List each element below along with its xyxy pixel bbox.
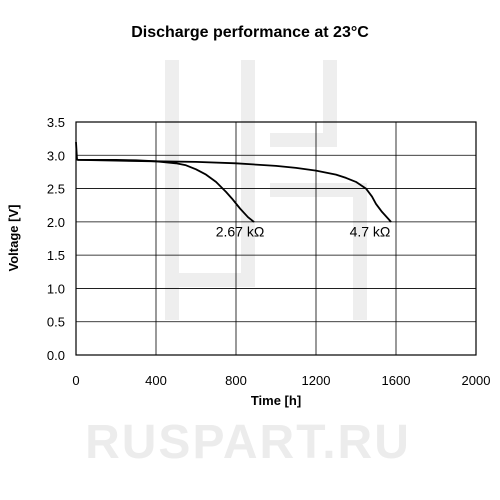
tick-labels: 0 400 800 1200 1600 2000 0.0 0.5 1.0 1.5 2.0 2.5 3.0… xyxy=(47,115,491,388)
y-tick-label: 2.5 xyxy=(47,182,65,197)
x-tick-label: 1600 xyxy=(382,373,411,388)
y-tick-label: 2.0 xyxy=(47,215,65,230)
y-tick-label: 0.0 xyxy=(47,348,65,363)
x-tick-label: 0 xyxy=(72,373,79,388)
y-tick-label: 0.5 xyxy=(47,315,65,330)
plot-frame xyxy=(75,121,477,356)
y-tick-label: 3.5 xyxy=(47,115,65,130)
x-axis-label: Time [h] xyxy=(251,393,301,408)
series-label: 4.7 kΩ xyxy=(350,224,391,240)
series-line xyxy=(75,158,392,223)
series-label: 2.67 kΩ xyxy=(216,224,265,240)
x-tick-label: 1200 xyxy=(302,373,331,388)
watermark: RUSPART.RU xyxy=(85,60,411,469)
series-labels: 2.67 kΩ 4.7 kΩ xyxy=(216,224,391,240)
grid xyxy=(75,121,477,356)
x-tick-label: 2000 xyxy=(462,373,491,388)
x-tick-label: 400 xyxy=(145,373,167,388)
y-tick-label: 1.5 xyxy=(47,248,65,263)
y-axis-label: Voltage [V] xyxy=(6,205,21,272)
chart-title: Discharge performance at 23°C xyxy=(131,24,369,41)
watermark-text: RUSPART.RU xyxy=(85,416,411,469)
watermark-logo xyxy=(165,60,367,320)
series-lines xyxy=(75,141,392,223)
x-tick-label: 800 xyxy=(225,373,247,388)
y-tick-label: 3.0 xyxy=(47,148,65,163)
y-tick-label: 1.0 xyxy=(47,281,65,296)
